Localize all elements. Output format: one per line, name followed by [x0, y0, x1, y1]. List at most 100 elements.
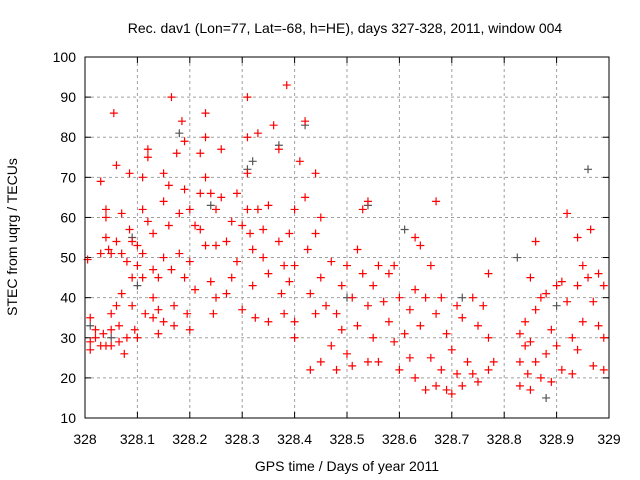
data-point-selected [594, 321, 603, 330]
data-point-selected [531, 357, 540, 366]
data-point-selected [489, 357, 498, 366]
data-point-selected [327, 341, 336, 350]
data-point-selected [432, 309, 441, 318]
data-point-selected [128, 301, 137, 310]
y-tick-label: 70 [60, 169, 76, 185]
data-point-selected [358, 205, 367, 214]
data-point-all [206, 201, 215, 210]
data-point-selected [311, 169, 320, 178]
data-point-selected [91, 333, 100, 342]
data-point-selected [99, 329, 108, 338]
data-point-selected [180, 137, 189, 146]
data-point-selected [86, 313, 95, 322]
data-point-selected [107, 325, 116, 334]
y-tick-label: 80 [60, 129, 76, 145]
data-point-selected [458, 313, 467, 322]
data-point-selected [264, 269, 273, 278]
data-point-selected [363, 301, 372, 310]
x-tick-label: 328.9 [539, 431, 574, 447]
data-point-selected [96, 177, 105, 186]
data-point-selected [167, 265, 176, 274]
data-point-selected [573, 233, 582, 242]
data-point-selected [384, 317, 393, 326]
data-point-selected [547, 377, 556, 386]
data-point-selected [463, 357, 472, 366]
data-point-selected [107, 309, 116, 318]
data-point-selected [274, 237, 283, 246]
data-point-selected [353, 321, 362, 330]
y-tick-label: 40 [60, 290, 76, 306]
data-point-selected [141, 309, 150, 318]
data-point-selected [196, 189, 205, 198]
data-point-selected [128, 237, 137, 246]
y-tick-label: 50 [60, 250, 76, 266]
data-point-selected [578, 261, 587, 270]
data-point-selected [164, 221, 173, 230]
data-point-selected [122, 333, 131, 342]
data-point-selected [369, 333, 378, 342]
data-point-selected [531, 237, 540, 246]
data-point-selected [306, 365, 315, 374]
data-point-selected [167, 93, 176, 102]
data-point-selected [253, 205, 262, 214]
data-point-selected [552, 281, 561, 290]
data-point-selected [91, 325, 100, 334]
data-point-selected [400, 329, 409, 338]
data-point-selected [201, 241, 210, 250]
y-tick-label: 90 [60, 89, 76, 105]
data-point-selected [107, 249, 116, 258]
data-point-selected [101, 205, 110, 214]
data-point-selected [217, 145, 226, 154]
data-point-all [584, 165, 593, 174]
data-point-selected [206, 189, 215, 198]
data-point-selected [531, 305, 540, 314]
data-point-selected [303, 245, 312, 254]
data-point-all [513, 253, 522, 262]
data-point-selected [390, 337, 399, 346]
data-point-selected [238, 221, 247, 230]
data-point-selected [253, 129, 262, 138]
x-tick-label: 329 [597, 431, 621, 447]
data-point-selected [369, 281, 378, 290]
data-point-selected [243, 205, 252, 214]
data-point-selected [337, 281, 346, 290]
data-point-selected [138, 173, 147, 182]
data-point-selected [332, 365, 341, 374]
data-point-selected [172, 149, 181, 158]
data-point-selected [243, 169, 252, 178]
data-point-selected [573, 345, 582, 354]
data-point-selected [578, 317, 587, 326]
data-point-selected [154, 273, 163, 282]
y-tick-label: 30 [60, 330, 76, 346]
data-point-selected [547, 325, 556, 334]
data-point-selected [322, 301, 331, 310]
data-point-selected [285, 277, 294, 286]
data-point-selected [374, 261, 383, 270]
data-point-selected [180, 273, 189, 282]
data-point-selected [251, 313, 260, 322]
data-point-selected [196, 149, 205, 158]
data-point-selected [109, 109, 118, 118]
data-point-selected [526, 337, 535, 346]
data-point-selected [227, 217, 236, 226]
data-point-selected [421, 385, 430, 394]
data-point-selected [526, 385, 535, 394]
x-tick-label: 328.3 [225, 431, 260, 447]
y-tick-label: 10 [60, 410, 76, 426]
data-point-selected [280, 261, 289, 270]
y-tick-label: 100 [53, 49, 77, 65]
data-point-selected [599, 333, 608, 342]
data-point-selected [395, 365, 404, 374]
data-point-selected [599, 281, 608, 290]
x-tick-label: 328 [73, 431, 97, 447]
data-point-selected [353, 245, 362, 254]
data-point-selected [437, 293, 446, 302]
data-point-selected [405, 353, 414, 362]
data-point-selected [447, 345, 456, 354]
data-point-selected [201, 133, 210, 142]
data-point-selected [112, 301, 121, 310]
data-point-selected [149, 293, 158, 302]
data-point-selected [133, 261, 142, 270]
data-point-selected [217, 193, 226, 202]
